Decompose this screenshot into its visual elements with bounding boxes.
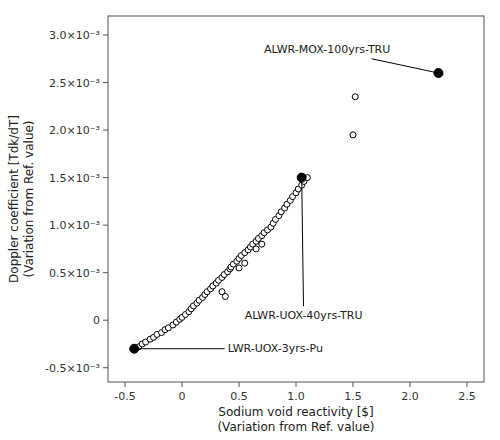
x-tick bbox=[466, 382, 467, 387]
y-tick bbox=[103, 320, 108, 321]
annotations: LWR-UOX-3yrs-Pu ALWR-UOX-40yrs-TRU ALWR-MO… bbox=[228, 43, 391, 355]
y-tick-label: 1.5×10⁻³ bbox=[49, 172, 100, 185]
annotation-label: ALWR-MOX-100yrs-TRU bbox=[264, 43, 390, 56]
y-tick bbox=[103, 272, 108, 273]
annotation-leader bbox=[134, 348, 224, 349]
y-tick bbox=[103, 225, 108, 226]
point bbox=[352, 94, 358, 100]
y-axis-label: Doppler coefficient [Tdk/dT](Variation f… bbox=[7, 115, 36, 283]
y-tick-label: 2.5×10⁻³ bbox=[49, 77, 100, 90]
plot-frame bbox=[108, 16, 484, 382]
highlighted-point bbox=[130, 344, 139, 353]
point bbox=[259, 241, 265, 247]
y-tick bbox=[103, 177, 108, 178]
x-tick bbox=[182, 382, 183, 387]
y-tick bbox=[103, 130, 108, 131]
y-tick-label: -0.5×10⁻³ bbox=[45, 362, 100, 375]
annotation-leader bbox=[372, 59, 439, 73]
x-tick-label: 1.5 bbox=[344, 390, 362, 403]
x-tick-label: 2.0 bbox=[401, 390, 419, 403]
chart: -0.5 0 0.5 1.0 1.5 2.0 2.5 -0.5×10⁻³ 0 0.5×10⁻³ 1.… bbox=[0, 0, 500, 440]
y-tick-label: 2.0×10⁻³ bbox=[49, 124, 100, 137]
axes: -0.5 0 0.5 1.0 1.5 2.0 2.5 -0.5×10⁻³ 0 0.5×10⁻³ 1.… bbox=[45, 16, 484, 403]
y-tick-label: 1.0×10⁻³ bbox=[49, 219, 100, 232]
annotation-leaders bbox=[130, 59, 443, 353]
y-tick bbox=[103, 82, 108, 83]
annotation-label: LWR-UOX-3yrs-Pu bbox=[228, 342, 323, 355]
y-tick bbox=[103, 35, 108, 36]
x-axis-label: Sodium void reactivity [$](Variation fro… bbox=[217, 405, 374, 434]
x-tick bbox=[352, 382, 353, 387]
x-tick bbox=[125, 382, 126, 387]
point bbox=[222, 293, 228, 299]
x-tick bbox=[409, 382, 410, 387]
point bbox=[350, 132, 356, 138]
x-tick-label: 0 bbox=[179, 390, 186, 403]
x-tick-label: 1.0 bbox=[287, 390, 305, 403]
annotation-leader bbox=[302, 178, 304, 306]
x-tick-label: 0.5 bbox=[230, 390, 248, 403]
y-tick-label: 0 bbox=[93, 314, 100, 327]
x-tick-label: -0.5 bbox=[114, 390, 135, 403]
point bbox=[236, 265, 242, 271]
annotation-label: ALWR-UOX-40yrs-TRU bbox=[245, 309, 363, 322]
point bbox=[253, 246, 259, 252]
x-tick bbox=[239, 382, 240, 387]
y-tick bbox=[103, 367, 108, 368]
y-tick-label: 0.5×10⁻³ bbox=[49, 267, 100, 280]
point bbox=[242, 260, 248, 266]
highlighted-point bbox=[297, 173, 306, 182]
y-tick-label: 3.0×10⁻³ bbox=[49, 29, 100, 42]
x-tick bbox=[296, 382, 297, 387]
highlighted-point bbox=[434, 69, 443, 78]
x-tick-label: 2.5 bbox=[458, 390, 476, 403]
